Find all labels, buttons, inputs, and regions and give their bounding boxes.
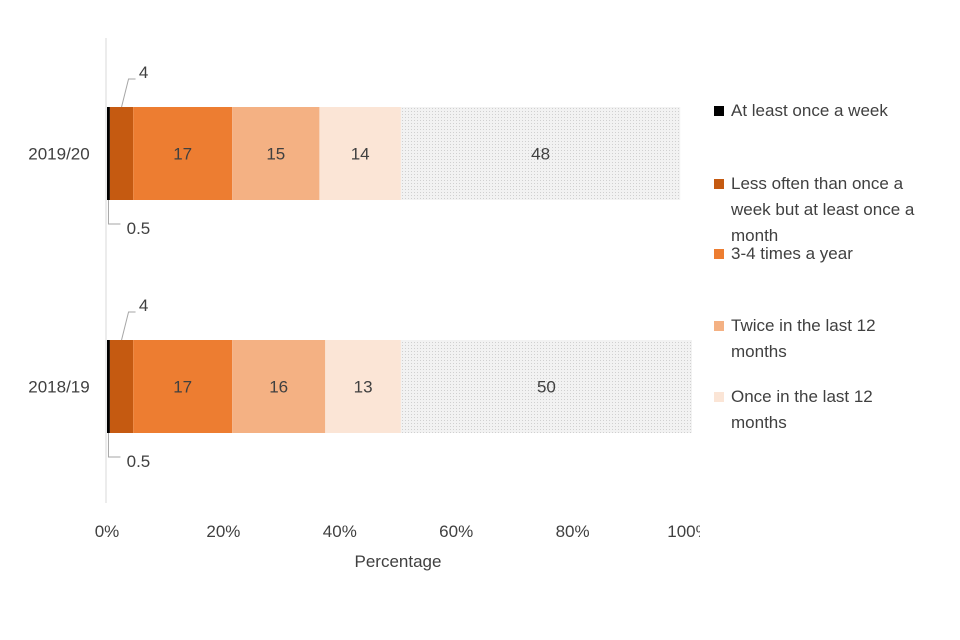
data-label: 13 bbox=[354, 378, 373, 397]
data-label-leader bbox=[121, 78, 136, 108]
legend-label: Once in the last 12 months bbox=[731, 387, 873, 432]
x-tick-label: 40% bbox=[323, 522, 357, 541]
data-label: 16 bbox=[269, 378, 288, 397]
bar-segment bbox=[109, 340, 134, 433]
data-label: 4 bbox=[139, 63, 148, 82]
data-label-leader bbox=[121, 311, 136, 341]
data-label: 48 bbox=[531, 145, 550, 164]
category-label: 2018/19 bbox=[28, 378, 89, 397]
legend-swatch bbox=[714, 179, 724, 189]
bar-segment bbox=[232, 107, 320, 200]
data-label: 14 bbox=[351, 145, 370, 164]
data-label: 15 bbox=[266, 145, 285, 164]
bar-segment bbox=[232, 340, 326, 433]
category-label: 2019/20 bbox=[28, 145, 89, 164]
x-tick-label: 100% bbox=[667, 522, 700, 541]
data-label: 4 bbox=[139, 296, 148, 315]
legend: At least once a week Less often than onc… bbox=[714, 0, 954, 640]
bar-segment bbox=[133, 107, 233, 200]
bar-segment bbox=[107, 107, 110, 200]
legend-label: 3-4 times a year bbox=[731, 244, 853, 263]
x-tick-label: 0% bbox=[95, 522, 120, 541]
bar-segment bbox=[133, 340, 233, 433]
legend-label: Twice in the last 12 months bbox=[731, 316, 876, 361]
x-tick-label: 60% bbox=[439, 522, 473, 541]
data-label: 0.5 bbox=[127, 219, 151, 238]
x-tick-label: 20% bbox=[206, 522, 240, 541]
legend-swatch bbox=[714, 392, 724, 402]
legend-label: At least once a week bbox=[731, 101, 888, 120]
data-label-leader bbox=[107, 200, 121, 225]
data-label: 17 bbox=[173, 145, 192, 164]
legend-label: Less often than once a week but at least… bbox=[731, 174, 915, 245]
data-label-leader bbox=[107, 433, 121, 458]
bar-segment bbox=[400, 107, 681, 200]
stacked-bar-chart: 0.5 4 17 15 14 48 2019/20 0.5 4 17 16 13 50 2018/19 0%… bbox=[28, 38, 700, 571]
bar-segment bbox=[107, 340, 110, 433]
data-label: 17 bbox=[173, 378, 192, 397]
x-tick-label: 80% bbox=[556, 522, 590, 541]
data-label: 50 bbox=[537, 378, 556, 397]
bar-segment bbox=[109, 107, 134, 200]
bar-segment bbox=[325, 340, 401, 433]
x-axis-title: Percentage bbox=[355, 552, 442, 571]
bar-segment bbox=[400, 340, 692, 433]
legend-swatch bbox=[714, 249, 724, 259]
data-label: 0.5 bbox=[127, 452, 151, 471]
legend-swatch bbox=[714, 321, 724, 331]
legend-swatch bbox=[714, 106, 724, 116]
bar-segment bbox=[319, 107, 401, 200]
